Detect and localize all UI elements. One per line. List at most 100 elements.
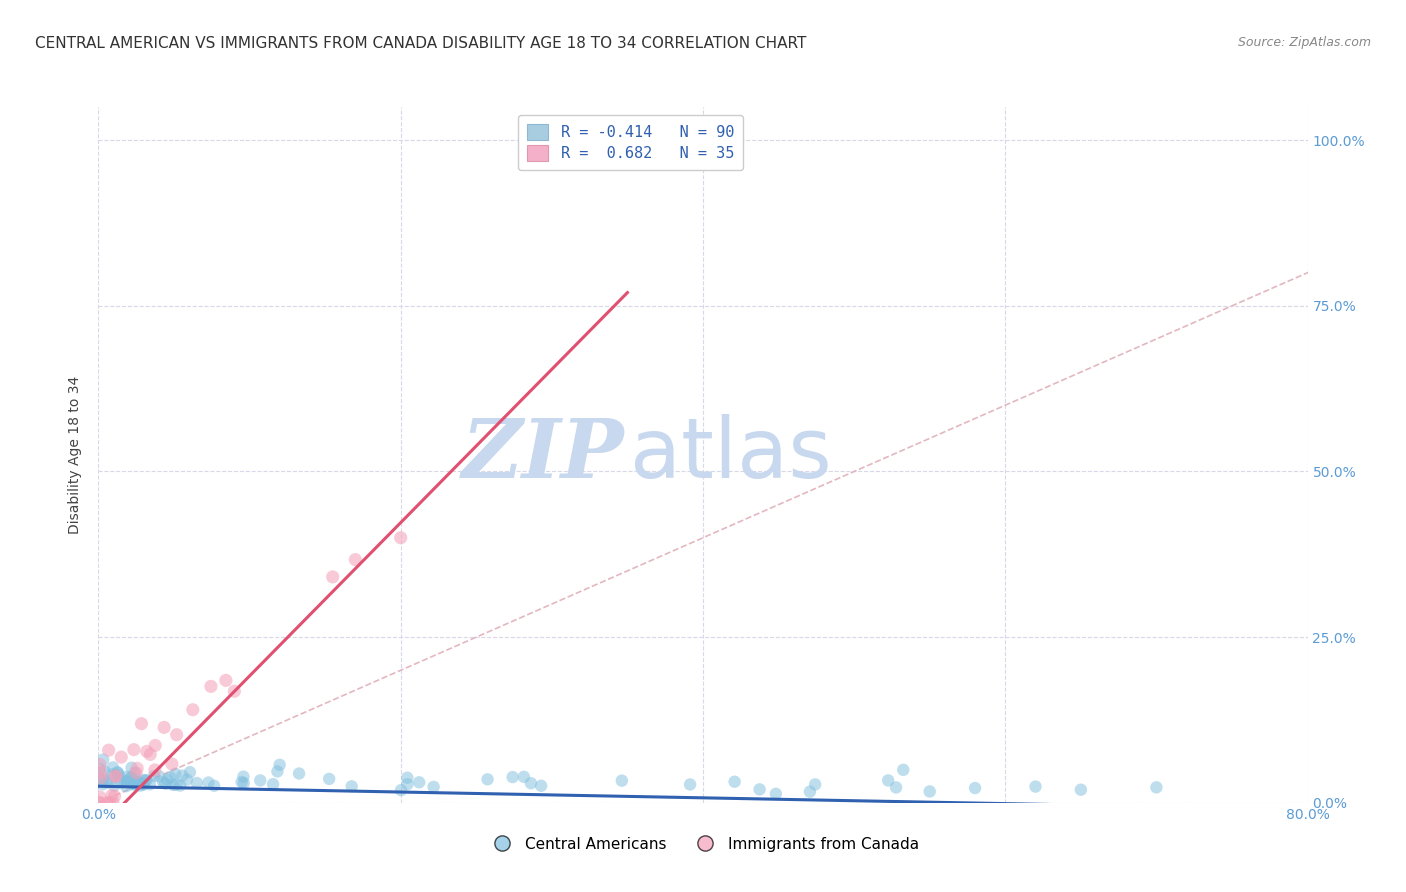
Point [232,776,254,790]
Point [224,684,246,698]
Point [115,779,138,793]
Point [115,774,138,789]
Point [129,776,152,790]
Point [322,570,344,584]
Text: CENTRAL AMERICAN VS IMMIGRANTS FROM CANADA DISABILITY AGE 18 TO 34 CORRELATION C: CENTRAL AMERICAN VS IMMIGRANTS FROM CANA… [35,36,807,51]
Point [117,774,139,789]
Point [186,776,208,790]
Point [97,743,120,757]
Point [877,773,900,788]
Point [965,780,987,795]
Point [610,773,633,788]
Point [520,776,543,790]
Point [344,552,367,566]
Point [135,744,157,758]
Point [89,796,111,810]
Y-axis label: Disability Age 18 to 34: Disability Age 18 to 34 [69,376,83,534]
Point [266,764,288,779]
Point [122,742,145,756]
Legend: Central Americans, Immigrants from Canada: Central Americans, Immigrants from Canad… [481,830,925,858]
Point [105,765,128,780]
Point [389,783,412,797]
Point [139,747,162,762]
Point [422,780,444,794]
Point [165,766,187,780]
Point [513,770,536,784]
Point [91,752,114,766]
Point [502,770,524,784]
Point [89,762,111,776]
Point [249,773,271,788]
Point [804,777,827,791]
Point [135,773,157,788]
Point [748,782,770,797]
Point [169,779,191,793]
Point [799,785,821,799]
Point [120,771,142,785]
Point [679,777,702,791]
Point [155,777,177,791]
Point [884,780,907,795]
Point [127,761,149,775]
Point [115,770,138,784]
Point [139,777,162,791]
Text: Source: ZipAtlas.com: Source: ZipAtlas.com [1237,36,1371,49]
Point [269,757,291,772]
Point [122,776,145,790]
Point [1070,782,1092,797]
Point [128,777,150,791]
Point [389,531,412,545]
Point [396,777,419,791]
Point [131,716,153,731]
Point [765,787,787,801]
Point [107,765,129,780]
Point [723,774,745,789]
Point [97,796,120,810]
Point [89,796,111,810]
Point [91,777,114,791]
Point [1144,780,1167,795]
Point [101,767,124,781]
Point [89,773,111,788]
Point [142,769,165,783]
Point [101,796,124,810]
Point [318,772,340,786]
Point [396,771,419,785]
Point [124,778,146,792]
Point [288,766,311,780]
Point [152,775,174,789]
Point [93,764,115,778]
Point [162,778,184,792]
Point [891,763,914,777]
Point [100,773,122,788]
Point [156,772,179,787]
Point [132,777,155,791]
Point [121,777,143,791]
Point [181,703,204,717]
Point [166,728,188,742]
Point [148,769,170,783]
Point [160,757,183,772]
Point [172,769,194,783]
Point [114,774,136,789]
Point [125,766,148,780]
Point [89,790,111,805]
Point [159,770,181,784]
Point [124,772,146,787]
Point [120,771,142,785]
Point [202,779,225,793]
Point [215,673,238,688]
Point [262,777,284,791]
Point [91,772,114,787]
Point [103,779,125,793]
Text: atlas: atlas [630,415,832,495]
Point [134,773,156,788]
Point [153,720,176,734]
Point [197,775,219,789]
Point [125,775,148,789]
Point [105,769,128,783]
Point [1024,780,1046,794]
Point [165,778,187,792]
Point [129,779,152,793]
Point [530,779,553,793]
